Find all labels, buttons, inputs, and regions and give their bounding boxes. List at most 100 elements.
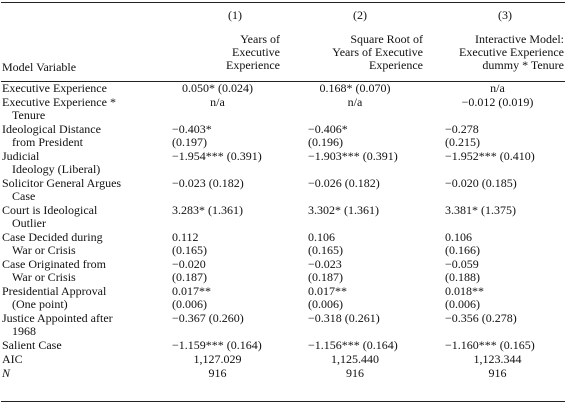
model-1-cell: n/a (155, 96, 280, 109)
table-row: N 916 916 916 (0, 367, 566, 381)
coefficient-value: −1.952*** (0.410) (445, 149, 535, 163)
table-row: Executive Experience * Tenure n/a n/a −0.012… (0, 96, 566, 123)
row-label-line: Ideological Distance (2, 122, 101, 136)
model-3-cell: n/a (430, 82, 565, 95)
row-label-line: Justice Appointed after (2, 311, 113, 325)
table-row: Solicitor General Argues Case −0.023 (0.18… (0, 177, 566, 204)
row-label: Court is Ideological Outlier (2, 204, 97, 230)
coefficient-value: −0.020 (0.185) (445, 176, 517, 190)
column-1-header: Years of Executive Experience (160, 33, 280, 72)
row-label: Case Originated from War or Crisis (2, 258, 106, 284)
row-label-line: Ideology (Liberal) (12, 162, 101, 176)
model-2-cell: −0.406* (0.196) (308, 122, 348, 149)
column-2-header-line: Experience (369, 58, 423, 72)
standard-error-value: (0.197) (172, 135, 207, 149)
header-rule (1, 81, 565, 82)
table-row: Executive Experience 0.050* (0.024) 0.168*… (0, 82, 566, 96)
row-label: Executive Experience * Tenure (2, 96, 116, 122)
standard-error-value: (0.006) (445, 297, 480, 311)
model-1-cell: −1.954*** (0.391) (172, 150, 262, 163)
row-label: N (2, 367, 10, 380)
coefficient-value: 0.017** (172, 284, 211, 298)
model-1-cell: −1.159*** (0.164) (172, 339, 262, 352)
standard-error-value: (0.215) (445, 135, 480, 149)
standard-error-value: (0.196) (308, 135, 343, 149)
coefficient-value: −0.023 (308, 257, 342, 271)
model-1-cell: 0.017** (0.006) (172, 284, 211, 311)
coefficient-value: 0.017** (308, 284, 347, 298)
coefficient-value: −1.903*** (0.391) (308, 149, 398, 163)
row-label: Executive Experience (2, 82, 107, 95)
row-label-line: Judicial (2, 149, 40, 163)
coefficient-value: −0.318 (0.261) (308, 311, 380, 325)
model-2-cell: −1.903*** (0.391) (308, 150, 398, 163)
coefficient-value: −0.020 (172, 257, 206, 271)
row-label-line: (One point) (12, 297, 68, 311)
model-3-cell: 1,123.344 (430, 353, 565, 366)
model-1-cell: 0.112 (0.165) (172, 231, 207, 257)
coefficient-value: 916 (488, 366, 507, 380)
model-1-cell: 3.283* (1.361) (172, 204, 243, 217)
coefficient-value: 1,125.440 (331, 352, 379, 366)
row-label-line: Presidential Approval (2, 284, 107, 298)
row-label-line: Tenure (12, 108, 46, 122)
coefficient-value: 0.018** (445, 284, 484, 298)
standard-error-value: (0.006) (172, 297, 207, 311)
column-1-header-line: Experience (226, 58, 280, 72)
row-label-line: Salient Case (2, 338, 62, 352)
model-1-cell: 916 (155, 367, 280, 380)
top-rule (1, 2, 565, 3)
coefficient-value: 3.283* (1.361) (172, 203, 243, 217)
coefficient-value: 3.381* (1.375) (445, 203, 516, 217)
row-label-line: Executive Experience (2, 81, 107, 95)
column-1-number: (1) (228, 8, 242, 22)
bottom-rule (1, 401, 565, 402)
model-1-cell: 1,127.029 (155, 353, 280, 366)
column-2-header-line: Square Root of (350, 32, 423, 46)
model-3-cell: −0.020 (0.185) (445, 177, 517, 190)
standard-error-value: (0.165) (308, 243, 343, 257)
standard-error-value: (0.006) (308, 297, 343, 311)
coefficient-value: 3.302* (1.361) (308, 203, 379, 217)
model-3-cell: −1.160*** (0.165) (445, 339, 535, 352)
coefficient-value: −0.406* (308, 122, 348, 136)
row-label-line: Case (12, 189, 36, 203)
coefficient-value: 916 (208, 366, 227, 380)
row-label: Salient Case (2, 339, 62, 352)
model-3-cell: −0.356 (0.278) (445, 312, 517, 325)
table-body: Executive Experience 0.050* (0.024) 0.168*… (0, 82, 566, 381)
model-2-cell: 0.106 (0.165) (308, 231, 343, 257)
table-row: Justice Appointed after 1968 −0.367 (0.260… (0, 312, 566, 339)
row-label-line: Outlier (12, 216, 46, 230)
row-label-line: War or Crisis (12, 270, 76, 284)
model-1-cell: 0.050* (0.024) (155, 82, 280, 95)
coefficient-value: −0.059 (445, 257, 479, 271)
model-2-cell: −0.026 (0.182) (308, 177, 380, 190)
table-row: Case Decided during War or Crisis 0.112 (0.… (0, 231, 566, 258)
model-3-cell: 3.381* (1.375) (445, 204, 516, 217)
coefficient-value: 1,123.344 (473, 352, 522, 366)
table-row: AIC 1,127.029 1,125.440 1,123.344 (0, 353, 566, 367)
coefficient-value: 916 (346, 366, 364, 380)
model-2-cell: 0.168* (0.070) (290, 82, 420, 95)
model-3-cell: −0.012 (0.019) (430, 96, 565, 109)
column-2-header-line: Years of Executive (332, 45, 423, 59)
coefficient-value: −0.026 (0.182) (308, 176, 380, 190)
coefficient-value: 1,127.029 (193, 352, 242, 366)
model-3-cell: −0.278 (0.215) (445, 123, 480, 149)
row-label-line: Executive Experience * (2, 95, 116, 109)
coefficient-value: −1.954*** (0.391) (172, 149, 262, 163)
coefficient-value: −0.367 (0.260) (172, 311, 244, 325)
model-variable-header: Model Variable (2, 60, 77, 74)
row-label: Justice Appointed after 1968 (2, 312, 113, 338)
model-2-cell: 0.017** (0.006) (308, 284, 347, 311)
model-2-cell: −0.318 (0.261) (308, 312, 380, 325)
row-label-line: from President (12, 135, 83, 149)
coefficient-value: n/a (490, 81, 505, 95)
coefficient-value: −1.159*** (0.164) (172, 338, 262, 352)
row-label: AIC (2, 353, 23, 366)
model-1-cell: −0.367 (0.260) (172, 312, 244, 325)
model-2-cell: 916 (290, 367, 420, 380)
row-label-line: Case Originated from (2, 257, 106, 271)
